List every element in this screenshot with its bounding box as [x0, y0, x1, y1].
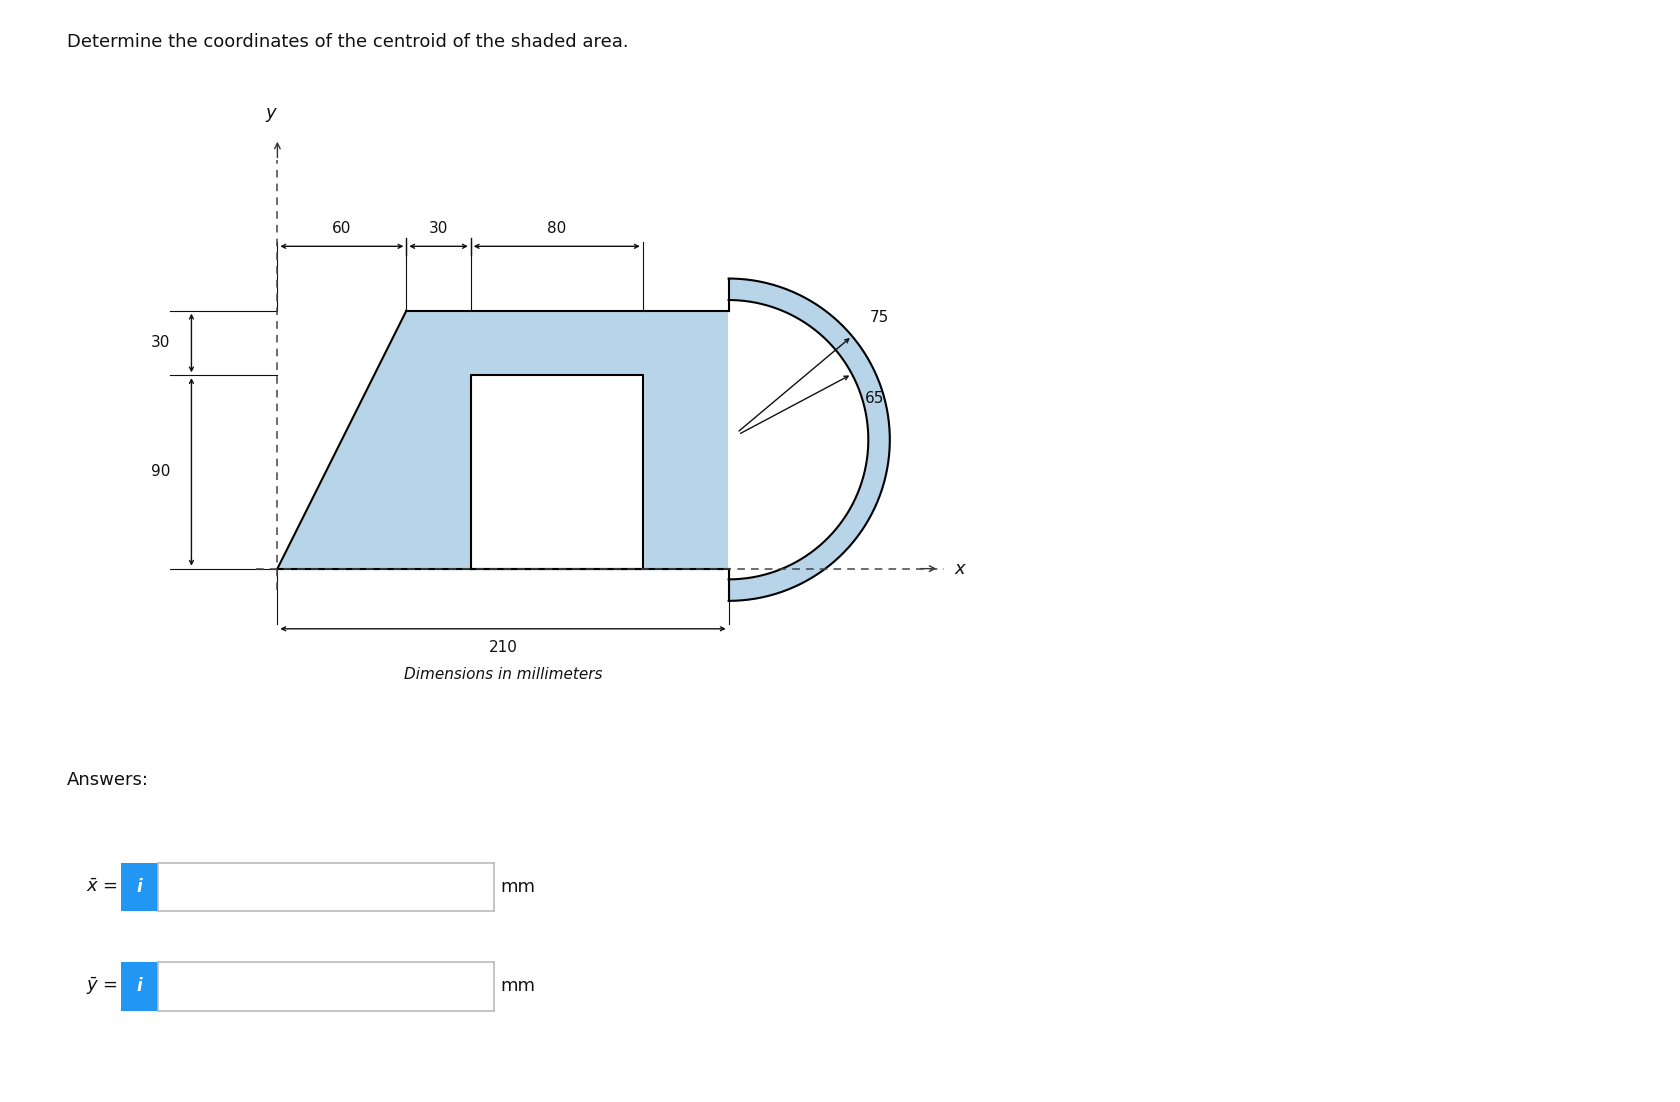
Text: Answers:: Answers: [67, 771, 150, 789]
Text: i: i [136, 878, 143, 896]
Text: 210: 210 [489, 639, 517, 655]
Text: mm: mm [501, 977, 536, 995]
Text: x: x [954, 560, 964, 577]
Text: i: i [136, 977, 143, 995]
Polygon shape [470, 376, 643, 569]
Text: 65: 65 [865, 391, 884, 407]
Text: 75: 75 [869, 311, 889, 325]
Text: 30: 30 [428, 220, 449, 236]
Text: $\bar{y}$ =: $\bar{y}$ = [86, 975, 118, 997]
Polygon shape [277, 311, 729, 569]
Text: 80: 80 [548, 220, 566, 236]
Text: Dimensions in millimeters: Dimensions in millimeters [403, 668, 601, 682]
Polygon shape [729, 279, 890, 601]
Text: 30: 30 [151, 335, 170, 350]
Text: $\bar{x}$ =: $\bar{x}$ = [86, 878, 118, 896]
Text: 90: 90 [151, 464, 170, 479]
Text: Determine the coordinates of the centroid of the shaded area.: Determine the coordinates of the centroi… [67, 33, 628, 51]
Text: 60: 60 [333, 220, 351, 236]
Polygon shape [729, 300, 869, 580]
Text: mm: mm [501, 878, 536, 896]
Text: y: y [265, 104, 276, 121]
